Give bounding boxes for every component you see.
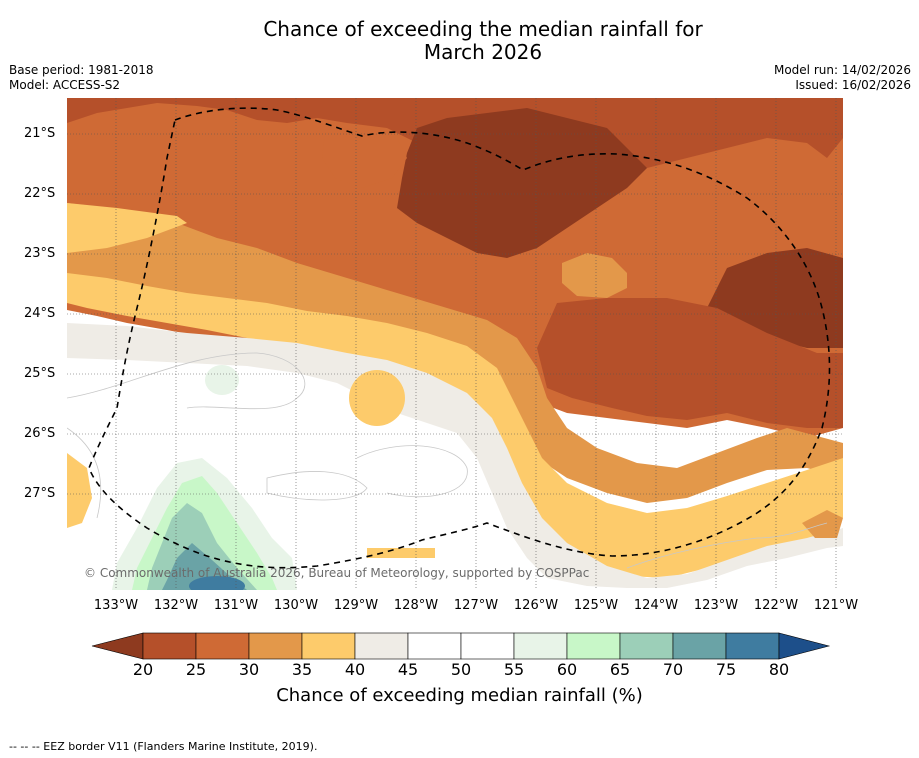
lon-label: 128°W bbox=[393, 598, 439, 613]
colorbar-tick: 60 bbox=[556, 660, 578, 679]
colorbar-tick: 35 bbox=[291, 660, 313, 679]
lat-label: 21°S bbox=[24, 126, 56, 141]
lon-label: 131°W bbox=[213, 598, 259, 613]
band-75-80 bbox=[189, 576, 245, 590]
colorbar-segment bbox=[566, 632, 621, 660]
colorbar-segment bbox=[142, 632, 197, 660]
patch-35-40-south bbox=[367, 548, 435, 558]
colorbar-segment bbox=[407, 632, 462, 660]
colorbar-label: Chance of exceeding median rainfall (%) bbox=[276, 685, 643, 706]
lon-label: 130°W bbox=[273, 598, 319, 613]
colorbar-segment bbox=[460, 632, 515, 660]
lon-label: 123°W bbox=[693, 598, 739, 613]
band-below20-north bbox=[397, 108, 647, 258]
map-title: Chance of exceeding the median rainfall … bbox=[0, 18, 919, 64]
map-svg bbox=[67, 98, 843, 590]
lat-label: 25°S bbox=[24, 366, 56, 381]
patch-35-40-mid bbox=[349, 370, 405, 426]
colorbar-segment bbox=[195, 632, 250, 660]
patch-35-40-southwest bbox=[67, 453, 92, 528]
colorbar-tick: 40 bbox=[344, 660, 366, 679]
colorbar-segment bbox=[513, 632, 568, 660]
lon-label: 125°W bbox=[573, 598, 619, 613]
eez-legend-note: -- -- -- EEZ border V11 (Flanders Marine… bbox=[9, 740, 318, 753]
colorbar-tick: 30 bbox=[238, 660, 260, 679]
lat-label: 22°S bbox=[24, 186, 56, 201]
colorbar-extend-low bbox=[91, 632, 144, 660]
title-line-1: Chance of exceeding the median rainfall … bbox=[263, 17, 703, 41]
meta-left: Base period: 1981-2018 Model: ACCESS-S2 bbox=[9, 63, 154, 93]
colorbar-segment bbox=[619, 632, 674, 660]
eez-border bbox=[88, 107, 831, 569]
lat-label: 27°S bbox=[24, 486, 56, 501]
colorbar-tick: 70 bbox=[662, 660, 684, 679]
colorbar-segment bbox=[248, 632, 303, 660]
copyright-notice: © Commonwealth of Australia 2026, Bureau… bbox=[84, 566, 590, 580]
base-period: Base period: 1981-2018 bbox=[9, 63, 154, 77]
band-20-25-east bbox=[537, 298, 843, 428]
lon-label: 122°W bbox=[753, 598, 799, 613]
colorbar-segment bbox=[354, 632, 409, 660]
gridlines bbox=[67, 98, 843, 590]
lon-label: 133°W bbox=[93, 598, 139, 613]
colorbar-tick: 25 bbox=[185, 660, 207, 679]
lon-label: 132°W bbox=[153, 598, 199, 613]
colorbar-tick: 20 bbox=[132, 660, 154, 679]
lat-label: 26°S bbox=[24, 426, 56, 441]
patch-55-60-west bbox=[205, 365, 239, 395]
meta-right: Model run: 14/02/2026 Issued: 16/02/2026 bbox=[774, 63, 911, 93]
lon-label: 129°W bbox=[333, 598, 379, 613]
lon-label: 124°W bbox=[633, 598, 679, 613]
patch-30-35-north bbox=[322, 128, 407, 188]
title-line-2: March 2026 bbox=[423, 40, 543, 64]
issued-date: Issued: 16/02/2026 bbox=[795, 78, 911, 92]
lon-label: 126°W bbox=[513, 598, 559, 613]
colorbar-extend-high bbox=[778, 632, 831, 660]
colorbar-tick: 65 bbox=[609, 660, 631, 679]
colorbar-tick: 55 bbox=[503, 660, 525, 679]
lat-label: 23°S bbox=[24, 246, 56, 261]
lon-label: 127°W bbox=[453, 598, 499, 613]
colorbar-tick: 75 bbox=[715, 660, 737, 679]
colorbar-tick: 45 bbox=[397, 660, 419, 679]
colorbar-segment bbox=[725, 632, 780, 660]
band-35-40-left bbox=[67, 203, 187, 253]
colorbar-segment bbox=[672, 632, 727, 660]
colorbar-tick: 80 bbox=[768, 660, 790, 679]
model-name: Model: ACCESS-S2 bbox=[9, 78, 121, 92]
patch-30-35-east bbox=[562, 253, 627, 298]
contour-lines bbox=[67, 352, 828, 569]
lat-label: 24°S bbox=[24, 306, 56, 321]
colorbar-segment bbox=[301, 632, 356, 660]
lon-label: 121°W bbox=[813, 598, 859, 613]
colorbar bbox=[91, 632, 831, 660]
rainfall-map bbox=[67, 98, 843, 590]
colorbar-tick: 50 bbox=[450, 660, 472, 679]
model-run: Model run: 14/02/2026 bbox=[773, 63, 911, 77]
